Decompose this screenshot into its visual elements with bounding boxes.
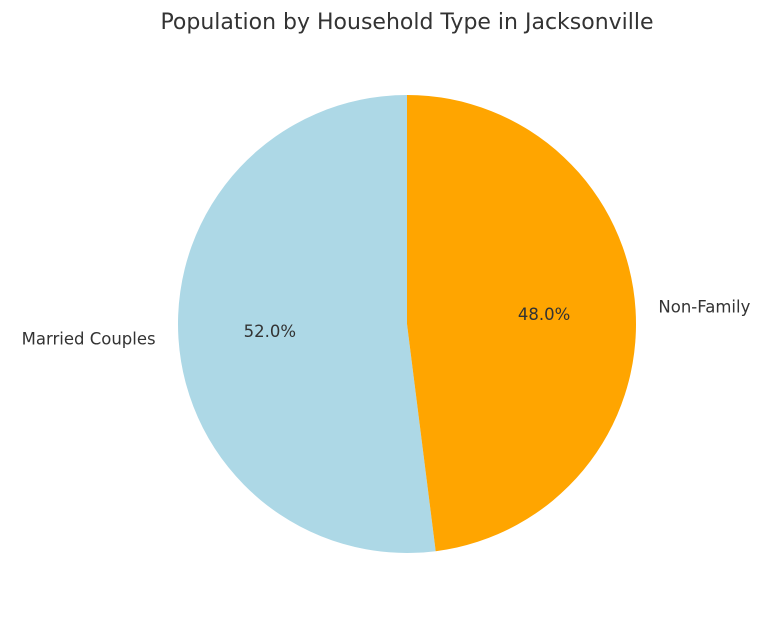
chart-title: Population by Household Type in Jacksonv… — [160, 10, 653, 35]
pie-slice-non-family — [407, 95, 637, 552]
percent-label: 52.0% — [244, 322, 296, 341]
pie-slice-married-couples — [178, 95, 436, 553]
percent-label: 48.0% — [518, 305, 570, 324]
pie-labels: Married Couples 52.0% Non-Family 48.0% — [22, 298, 751, 349]
category-label: Married Couples — [22, 329, 156, 348]
pie-slices — [178, 95, 637, 553]
category-label: Non-Family — [658, 298, 750, 317]
